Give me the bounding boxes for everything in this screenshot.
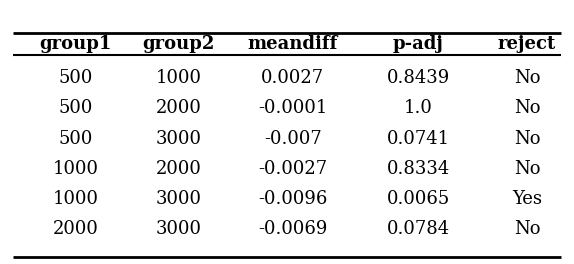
Text: 0.8439: 0.8439 bbox=[387, 69, 450, 87]
Text: group2: group2 bbox=[142, 35, 215, 54]
Text: 0.0784: 0.0784 bbox=[387, 220, 450, 238]
Text: 0.8334: 0.8334 bbox=[387, 159, 450, 178]
Text: 3000: 3000 bbox=[156, 190, 201, 208]
Text: No: No bbox=[514, 100, 540, 117]
Text: -0.0001: -0.0001 bbox=[258, 100, 327, 117]
Text: 2000: 2000 bbox=[53, 220, 99, 238]
Text: No: No bbox=[514, 69, 540, 87]
Text: 0.0065: 0.0065 bbox=[387, 190, 450, 208]
Text: reject: reject bbox=[498, 35, 556, 54]
Text: 1000: 1000 bbox=[53, 190, 99, 208]
Text: 1.0: 1.0 bbox=[404, 100, 433, 117]
Text: p-adj: p-adj bbox=[393, 35, 444, 54]
Text: No: No bbox=[514, 159, 540, 178]
Text: No: No bbox=[514, 130, 540, 148]
Text: -0.0069: -0.0069 bbox=[258, 220, 327, 238]
Text: -0.007: -0.007 bbox=[264, 130, 321, 148]
Text: 500: 500 bbox=[59, 130, 93, 148]
Text: Yes: Yes bbox=[512, 190, 542, 208]
Text: 1000: 1000 bbox=[53, 159, 99, 178]
Text: -0.0096: -0.0096 bbox=[258, 190, 327, 208]
Text: 2000: 2000 bbox=[156, 100, 201, 117]
Text: -0.0027: -0.0027 bbox=[258, 159, 327, 178]
Text: 500: 500 bbox=[59, 100, 93, 117]
Text: meandiff: meandiff bbox=[247, 35, 338, 54]
Text: group1: group1 bbox=[40, 35, 112, 54]
Text: 500: 500 bbox=[59, 69, 93, 87]
Text: 2000: 2000 bbox=[156, 159, 201, 178]
Text: No: No bbox=[514, 220, 540, 238]
Text: 0.0741: 0.0741 bbox=[387, 130, 450, 148]
Text: 3000: 3000 bbox=[156, 130, 201, 148]
Text: 1000: 1000 bbox=[156, 69, 201, 87]
Text: 0.0027: 0.0027 bbox=[261, 69, 324, 87]
Text: 3000: 3000 bbox=[156, 220, 201, 238]
